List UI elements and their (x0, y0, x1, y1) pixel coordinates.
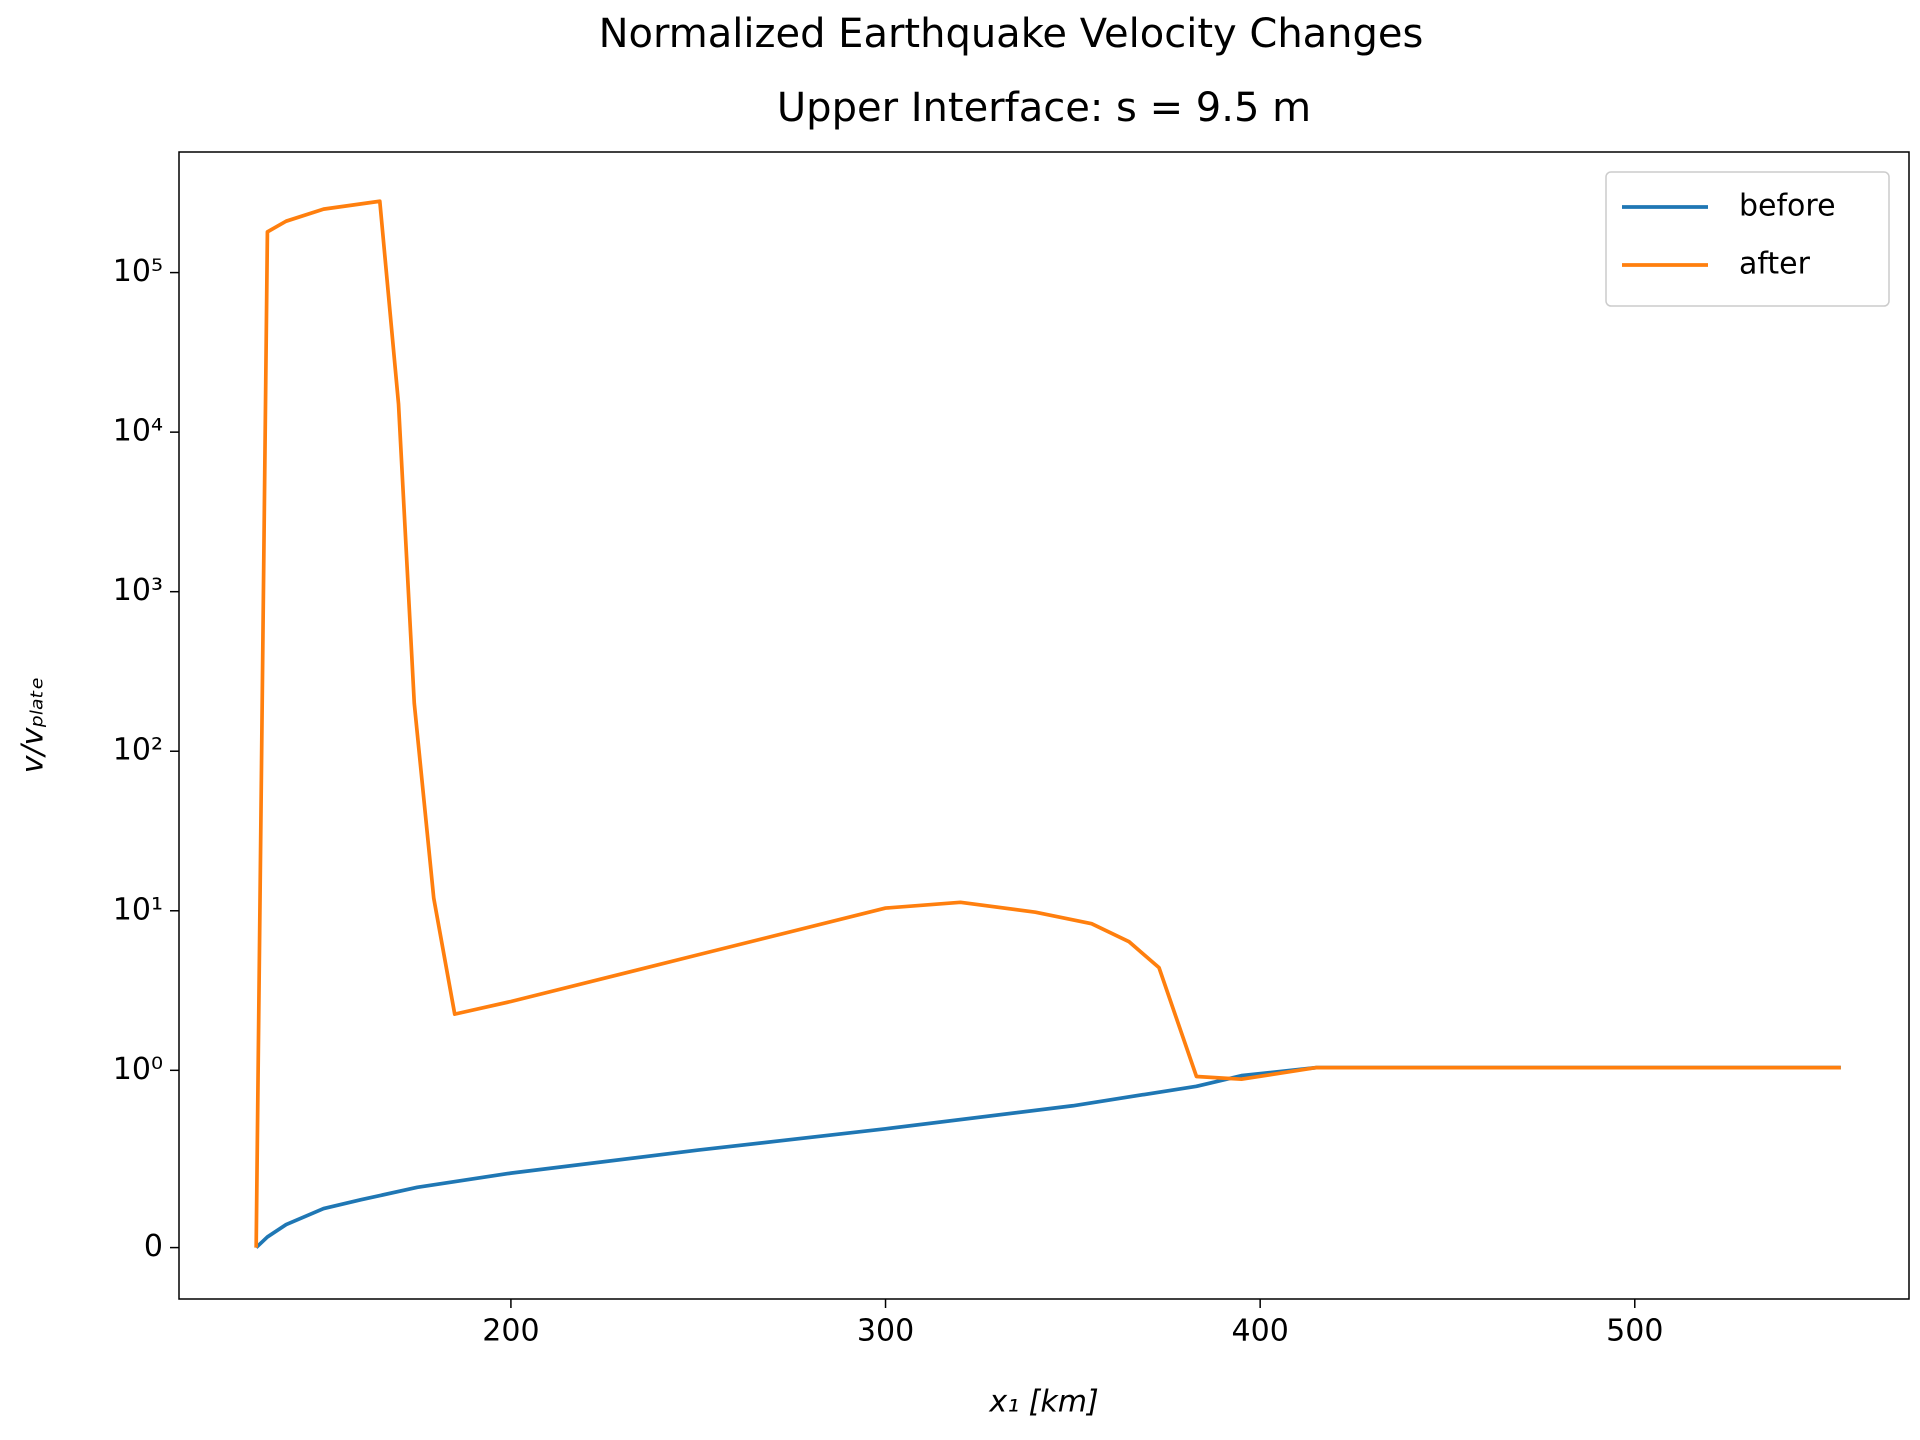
y-axis-label: v/vₚₗₐₜₑ (16, 677, 51, 774)
x-tick-label: 200 (482, 1314, 539, 1349)
chart-title: Normalized Earthquake Velocity Changes (599, 11, 1424, 57)
y-tick-label: 10⁰ (113, 1052, 163, 1087)
y-tick-label: 10⁴ (113, 414, 163, 449)
y-tick-label: 10¹ (113, 892, 163, 927)
y-tick-label: 10⁵ (113, 254, 163, 289)
x-tick-label: 500 (1606, 1314, 1663, 1349)
y-tick-label: 10³ (113, 573, 163, 608)
data-line (254, 199, 1841, 1248)
x-axis-label: x₁ [km] (988, 1385, 1098, 1420)
chart-subtitle: Upper Interface: s = 9.5 m (777, 85, 1311, 131)
y-tick-label: 10² (113, 733, 163, 768)
y-tick-label: 0 (144, 1229, 163, 1264)
plot-frame (178, 151, 1910, 1300)
x-tick-label: 400 (1232, 1314, 1289, 1349)
legend-label: before (1739, 189, 1836, 224)
data-line (254, 1065, 1841, 1249)
legend-label: after (1739, 247, 1811, 282)
x-tick-label: 300 (857, 1314, 914, 1349)
legend: before after (1605, 171, 1890, 307)
